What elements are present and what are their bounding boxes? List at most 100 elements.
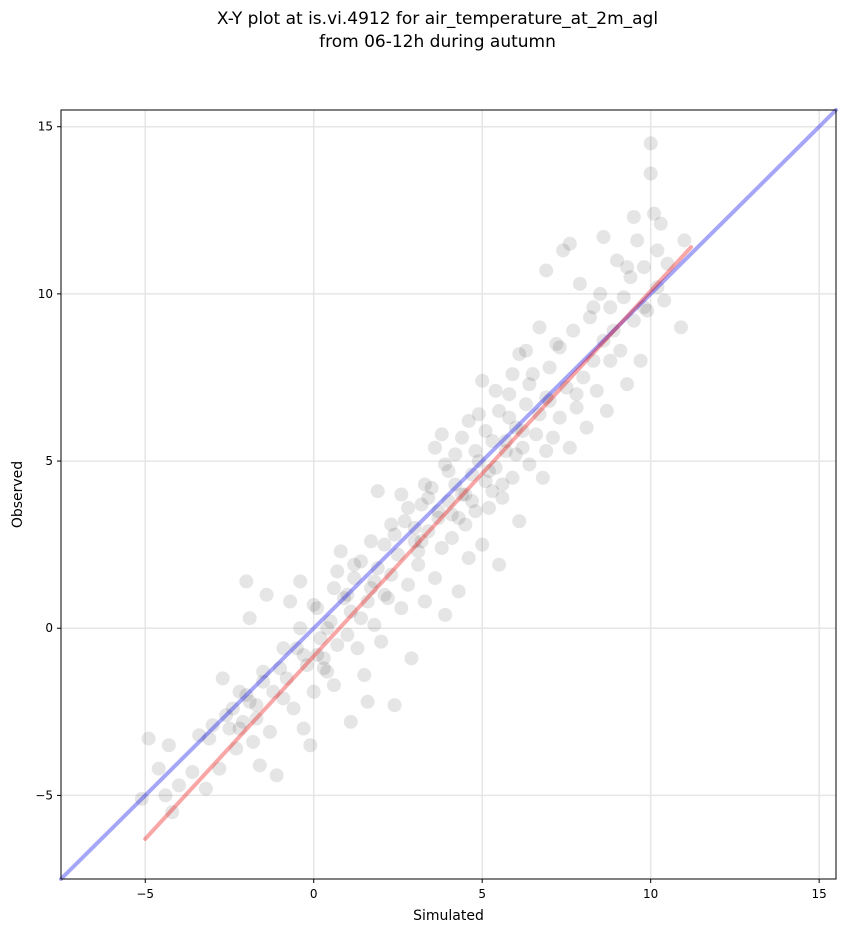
data-point <box>562 440 577 455</box>
data-point <box>161 738 176 753</box>
data-point <box>488 383 503 398</box>
data-point <box>380 591 395 606</box>
data-point <box>620 260 635 275</box>
data-point <box>535 470 550 485</box>
data-point <box>515 423 530 438</box>
data-point <box>212 761 227 776</box>
data-point <box>394 601 409 616</box>
axis-ticks: −5 0 5 10 15 −5 0 5 10 15 <box>35 120 826 901</box>
data-point <box>326 678 341 693</box>
chart-title: X-Y plot at is.vi.4912 for air_temperatu… <box>0 8 845 54</box>
data-point <box>276 641 291 656</box>
data-point <box>471 407 486 422</box>
data-point <box>465 467 480 482</box>
scatter-points <box>134 136 692 820</box>
data-point <box>502 410 517 425</box>
data-point <box>411 557 426 572</box>
data-point <box>434 540 449 555</box>
data-point <box>609 253 624 268</box>
data-point <box>566 323 581 338</box>
data-point <box>256 674 271 689</box>
data-point <box>542 393 557 408</box>
data-point <box>492 403 507 418</box>
x-tick-label: 0 <box>310 887 318 901</box>
data-point <box>296 647 311 662</box>
data-point <box>586 353 601 368</box>
data-point <box>586 300 601 315</box>
data-point <box>539 444 554 459</box>
data-point <box>498 444 513 459</box>
data-point <box>519 343 533 358</box>
y-tick-label: 0 <box>45 621 53 635</box>
data-point <box>401 577 416 592</box>
data-point <box>404 651 419 666</box>
data-point <box>377 587 392 602</box>
data-point <box>495 477 510 492</box>
data-point <box>454 430 469 445</box>
data-point <box>492 557 507 572</box>
data-point <box>316 651 331 666</box>
data-point <box>606 323 621 338</box>
x-tick-label: 15 <box>812 887 827 901</box>
data-point <box>626 313 641 328</box>
data-point <box>158 788 173 803</box>
plot-frame <box>60 109 837 880</box>
data-point <box>613 343 628 358</box>
data-point <box>572 276 587 291</box>
data-point <box>417 477 432 492</box>
data-point <box>232 721 247 736</box>
data-point <box>569 400 584 415</box>
y-tick-label: 10 <box>38 287 53 301</box>
data-point <box>636 300 651 315</box>
data-point <box>326 581 341 596</box>
data-point <box>340 627 355 642</box>
data-point <box>579 420 594 435</box>
data-point <box>529 427 544 442</box>
data-point <box>407 534 422 549</box>
data-point <box>262 724 277 739</box>
data-point <box>414 497 429 512</box>
data-point <box>276 691 291 706</box>
chart-title-line2: from 06-12h during autumn <box>319 32 556 52</box>
data-point <box>552 410 567 425</box>
data-point <box>424 480 439 495</box>
y-tick-label: 5 <box>45 454 53 468</box>
data-point <box>522 377 537 392</box>
data-point <box>414 534 429 549</box>
data-point <box>269 768 284 783</box>
data-point <box>478 474 493 489</box>
data-point <box>438 607 453 622</box>
data-point <box>542 360 557 375</box>
data-point <box>444 507 459 522</box>
data-point <box>215 671 230 686</box>
data-point <box>633 353 648 368</box>
data-point <box>599 403 614 418</box>
data-point <box>384 517 399 532</box>
data-point <box>353 554 368 569</box>
data-point <box>630 233 645 248</box>
data-point <box>468 444 483 459</box>
data-point <box>438 457 453 472</box>
data-point <box>549 337 564 352</box>
regression-line <box>143 245 694 841</box>
data-point <box>320 664 335 679</box>
data-point <box>357 668 372 683</box>
x-tick-label: 5 <box>478 887 486 901</box>
data-point <box>636 260 651 275</box>
data-point <box>441 494 456 509</box>
reference-lines <box>59 108 838 881</box>
data-point <box>293 621 308 636</box>
data-point <box>421 490 436 505</box>
data-point <box>374 634 389 649</box>
data-point <box>451 510 466 525</box>
data-point <box>650 280 665 295</box>
data-point <box>428 571 443 586</box>
data-point <box>316 661 331 676</box>
data-point <box>562 236 577 251</box>
data-point <box>620 377 635 392</box>
grid-lines <box>61 110 836 879</box>
data-point <box>367 574 382 589</box>
data-point <box>556 243 571 258</box>
data-point <box>246 734 261 749</box>
